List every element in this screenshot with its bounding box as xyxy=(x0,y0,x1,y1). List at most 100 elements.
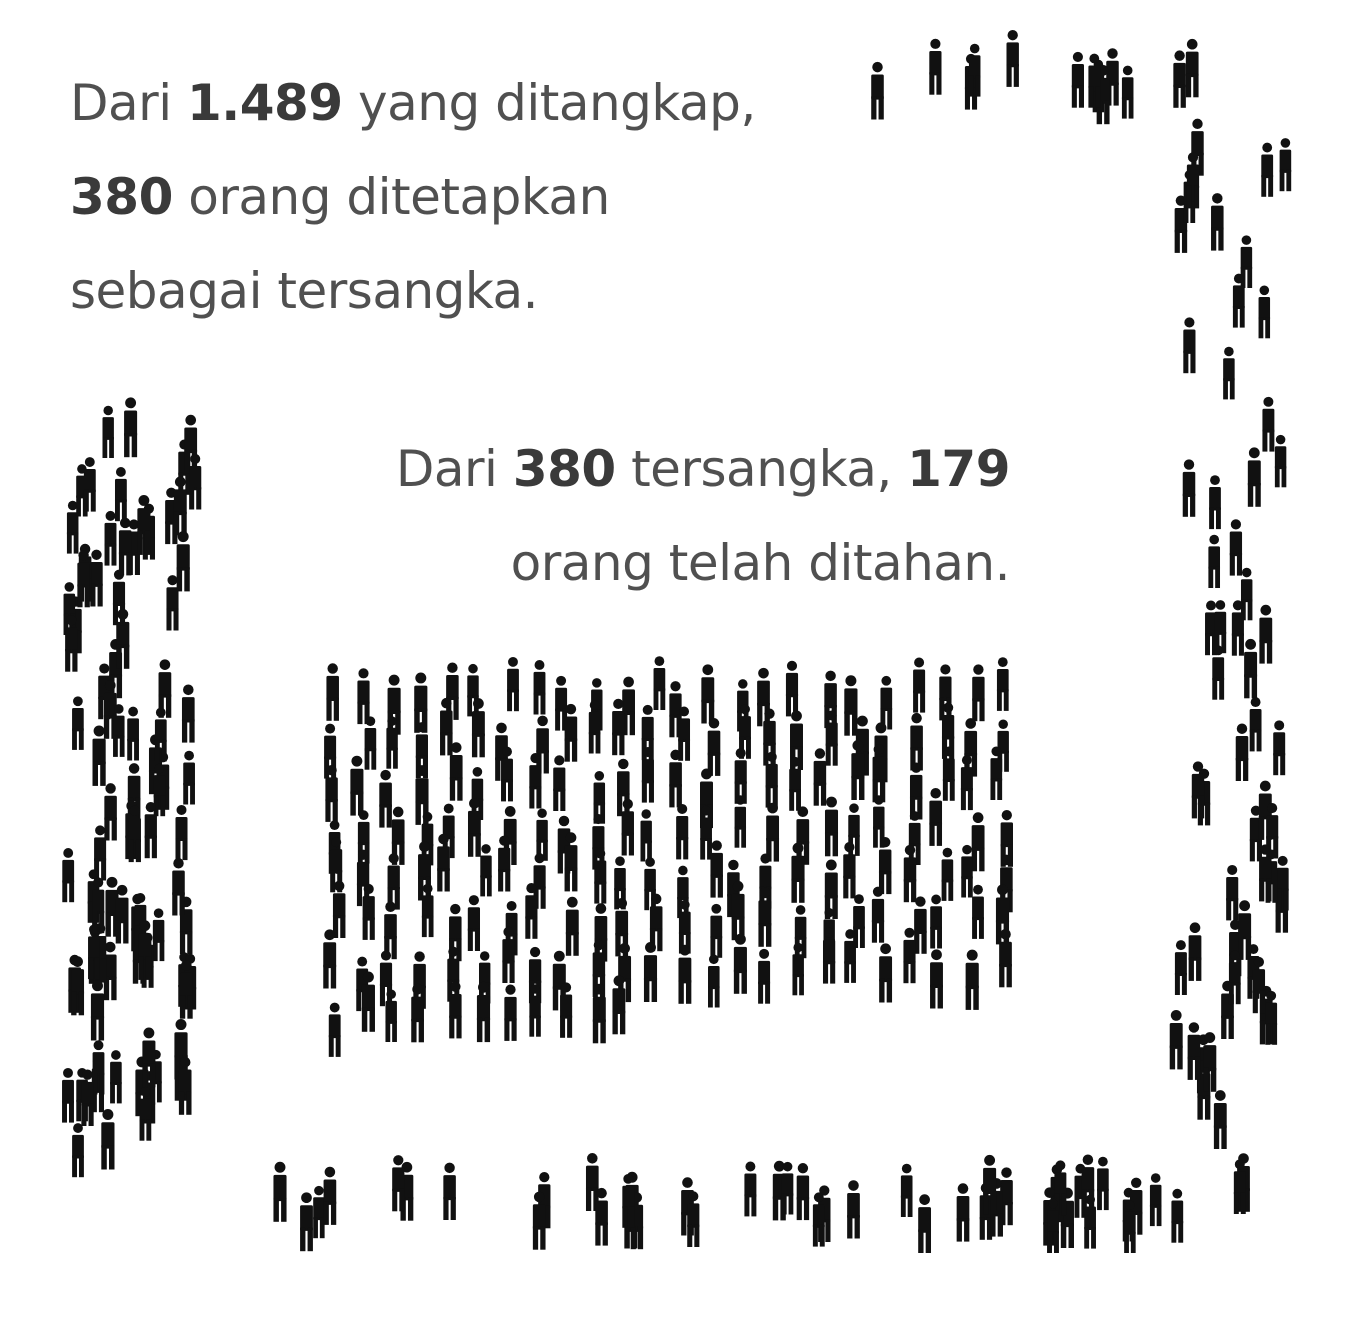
person-icon xyxy=(853,894,865,948)
person-icon xyxy=(640,809,652,862)
person-icon xyxy=(824,796,839,857)
person-icon xyxy=(710,903,723,958)
person-icon xyxy=(871,886,885,943)
person-icon xyxy=(1121,65,1134,119)
person-icon xyxy=(918,1194,932,1253)
person-icon xyxy=(62,848,75,903)
detained-count: 179 xyxy=(907,440,1010,498)
caption-arrested-line-1: Dari 1.489 yang ditangkap, xyxy=(70,74,756,132)
person-icon xyxy=(707,718,721,776)
person-icon xyxy=(104,510,117,566)
person-icon xyxy=(929,787,943,846)
person-icon xyxy=(189,453,202,510)
person-icon xyxy=(181,684,195,743)
person-icon xyxy=(930,949,943,1009)
person-icon xyxy=(62,1067,74,1123)
person-icon xyxy=(507,656,519,712)
person-icon xyxy=(1211,193,1224,251)
person-icon xyxy=(1169,1009,1183,1070)
person-icon xyxy=(929,38,942,95)
person-icon xyxy=(102,405,114,458)
person-icon xyxy=(127,706,139,761)
person-icon xyxy=(758,948,771,1004)
person-icon xyxy=(1208,534,1221,588)
person-icon xyxy=(1235,723,1249,781)
person-icon xyxy=(364,716,377,770)
person-icon xyxy=(1244,638,1258,699)
person-icon xyxy=(1261,142,1274,197)
person-icon xyxy=(1097,1156,1109,1211)
caption-arrested-line-3: sebagai tersangka. xyxy=(70,262,539,320)
person-icon xyxy=(1262,396,1275,452)
person-icon xyxy=(960,755,973,811)
person-icon xyxy=(443,1162,456,1220)
person-icon xyxy=(183,750,195,805)
arrested-count: 1.489 xyxy=(186,74,343,132)
person-icon xyxy=(1214,600,1227,654)
person-icon xyxy=(1188,922,1202,981)
person-icon xyxy=(1223,346,1235,400)
person-icon xyxy=(678,944,692,1004)
person-icon xyxy=(536,808,548,861)
person-icon xyxy=(903,844,917,903)
person-icon xyxy=(323,1166,337,1225)
person-icon xyxy=(528,946,542,1004)
person-icon xyxy=(653,656,666,710)
suspect-count: 380 xyxy=(70,168,173,226)
person-icon xyxy=(124,397,138,458)
person-icon xyxy=(387,674,401,735)
person-icon xyxy=(421,883,434,938)
person-icon xyxy=(766,802,780,862)
person-icon xyxy=(1171,1188,1184,1243)
person-icon xyxy=(871,61,884,120)
person-icon xyxy=(677,865,689,919)
person-icon xyxy=(1209,475,1221,530)
person-icon xyxy=(184,414,198,474)
person-icon xyxy=(273,1161,287,1222)
detained-block xyxy=(323,656,1013,1057)
person-icon xyxy=(996,657,1009,711)
person-icon xyxy=(1238,900,1252,960)
person-icon xyxy=(621,798,634,856)
person-icon xyxy=(676,803,689,860)
person-icon xyxy=(101,1109,115,1170)
person-icon xyxy=(909,762,923,820)
person-icon xyxy=(1006,29,1019,87)
person-icon xyxy=(173,476,187,536)
person-icon xyxy=(104,783,117,841)
person-icon xyxy=(471,698,485,758)
person-icon xyxy=(708,954,720,1008)
suspect-count-2: 380 xyxy=(512,440,616,498)
person-icon xyxy=(744,1161,757,1217)
person-icon xyxy=(83,457,96,512)
person-icon xyxy=(956,1183,970,1242)
person-icon xyxy=(972,664,985,722)
person-icon xyxy=(326,663,339,721)
person-icon xyxy=(437,833,450,892)
person-icon xyxy=(900,1163,913,1217)
person-icon xyxy=(536,715,549,774)
person-icon xyxy=(971,812,985,872)
person-icon xyxy=(1226,864,1239,921)
person-icon xyxy=(1274,434,1287,488)
person-icon xyxy=(813,748,827,806)
person-icon xyxy=(781,1161,794,1215)
person-icon xyxy=(1149,1173,1162,1227)
person-icon xyxy=(733,933,747,994)
person-icon xyxy=(92,725,106,786)
person-icon xyxy=(565,896,579,956)
person-icon xyxy=(903,927,916,984)
person-icon xyxy=(785,660,799,717)
person-icon xyxy=(880,675,893,730)
person-icon xyxy=(1279,138,1292,192)
person-icon xyxy=(972,884,984,939)
person-icon xyxy=(387,853,400,910)
person-icon xyxy=(961,844,973,898)
person-icon xyxy=(175,804,188,861)
person-icon xyxy=(158,659,172,718)
person-icon xyxy=(913,657,926,713)
person-icon xyxy=(114,467,127,522)
person-icon xyxy=(1185,38,1199,98)
person-icon xyxy=(533,660,546,715)
